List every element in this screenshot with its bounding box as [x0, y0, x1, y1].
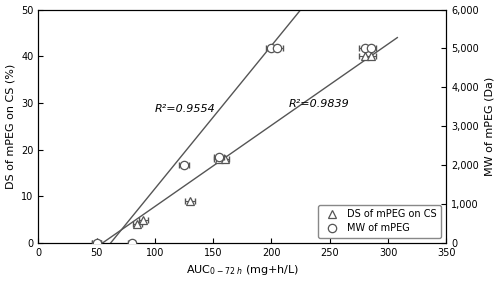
- Text: R²=0.9839: R²=0.9839: [289, 99, 350, 109]
- X-axis label: AUC$_{0-72\ h}$ (mg+h/L): AUC$_{0-72\ h}$ (mg+h/L): [186, 263, 299, 277]
- Text: R²=0.9554: R²=0.9554: [155, 104, 216, 114]
- Y-axis label: DS of mPEG on CS (%): DS of mPEG on CS (%): [6, 64, 16, 189]
- Legend: DS of mPEG on CS, MW of mPEG: DS of mPEG on CS, MW of mPEG: [318, 205, 442, 238]
- Y-axis label: MW of mPEG (Da): MW of mPEG (Da): [484, 77, 494, 176]
